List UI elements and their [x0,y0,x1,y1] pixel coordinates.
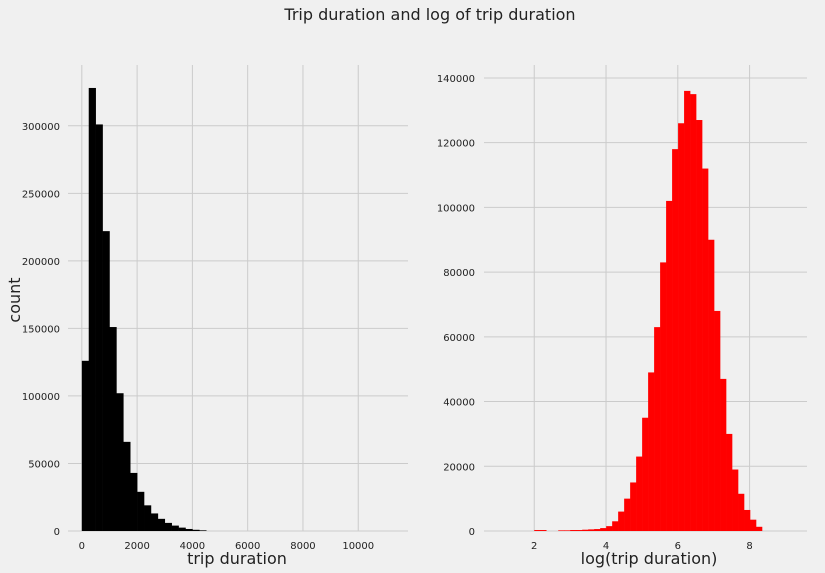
x-tick-label: 2 [531,541,537,552]
x-tick-label: 4 [603,541,609,552]
trip-duration-histogram: 0 2000 4000 6000 8000 10000050000100000150000… [5,65,408,568]
histogram-bar [654,327,661,531]
figure-title: Trip duration and log of trip duration [283,5,575,24]
histogram-bar [116,393,124,531]
x-tick-label: 8000 [290,541,315,552]
histogram-bar [192,529,200,531]
y-tick-label: 140000 [437,74,475,85]
x-tick-label: 6000 [235,541,260,552]
histogram-bar [744,509,751,531]
y-tick-label: 250000 [22,189,60,200]
histogram-bar [123,441,131,531]
histogram-bar [750,519,757,531]
histogram-bar [576,530,583,531]
histogram-bar [102,231,110,531]
histogram-bar [642,417,649,531]
x-tick-label: 8 [746,541,752,552]
x-axis-label-trip-duration: trip duration [187,549,287,568]
y-tick-label: 200000 [22,257,60,268]
x-tick-label: 4000 [180,541,205,552]
histogram-bar [178,527,186,531]
histogram-bar [624,498,631,531]
histogram-bar [95,124,103,531]
y-tick-label: 50000 [28,459,60,470]
histogram-bar [714,310,721,531]
histogram-bar [185,528,193,531]
histogram-bar [618,511,625,531]
histogram-bar [570,530,577,531]
histogram-bar [660,262,667,531]
histogram-bar [636,456,643,531]
histogram-bar [726,433,733,531]
y-tick-label: 20000 [443,462,475,473]
histogram-bar [594,529,601,531]
histogram-bar [606,526,613,531]
histogram-bar [564,530,571,531]
histogram-bar [81,360,90,531]
y-tick-label: 150000 [22,324,60,335]
histogram-bar [696,120,703,531]
histogram-bar [678,123,685,531]
y-tick-label: 60000 [443,333,475,344]
histogram-bar [708,239,715,531]
x-tick-label: 0 [79,541,85,552]
x-tick-label: 2000 [124,541,149,552]
y-tick-label: 0 [469,527,475,538]
y-tick-label: 0 [54,527,60,538]
histogram-bar [588,529,595,531]
histogram-bar [534,530,541,531]
histogram-bar [137,491,145,531]
y-tick-label: 80000 [443,268,475,279]
y-tick-label: 100000 [437,203,475,214]
histogram-bar [690,94,697,531]
histogram-bar [157,518,166,531]
y-tick-label: 100000 [22,392,60,403]
histogram-bar [666,200,673,531]
histogram-bar [88,87,96,532]
histogram-bar [171,525,179,531]
histogram-bar [130,472,138,531]
histogram-bar [684,90,691,531]
y-tick-label: 120000 [437,139,475,150]
histogram-bar [582,529,589,531]
histogram-bar [702,168,709,532]
histogram-bar [199,530,207,531]
histogram-bar [756,526,763,531]
y-tick-label: 300000 [22,122,60,133]
log-trip-duration-histogram: 2 4 6 8 0 20000 40000 60000 80000 100000 120000 140… [437,65,807,568]
histogram-bar [540,530,547,531]
histogram-bar [720,378,727,531]
histogram-bar [600,528,607,531]
y-axis-label-count: count [5,277,24,322]
histogram-bar [558,530,565,531]
x-tick-label: 6 [675,541,681,552]
histogram-bar [672,149,679,531]
histogram-bar [109,327,117,531]
y-tick-label: 40000 [443,398,475,409]
x-tick-label: 10000 [342,541,374,552]
histogram-bar [150,513,159,531]
histogram-bar [612,521,619,531]
histogram-bar [630,482,637,531]
histogram-bar [732,469,739,531]
x-axis-label-log-trip-duration: log(trip duration) [581,549,718,568]
histogram-bar [164,522,172,531]
histogram-bar [144,505,152,531]
histogram-bar [738,493,745,531]
histogram-bar [648,372,655,531]
